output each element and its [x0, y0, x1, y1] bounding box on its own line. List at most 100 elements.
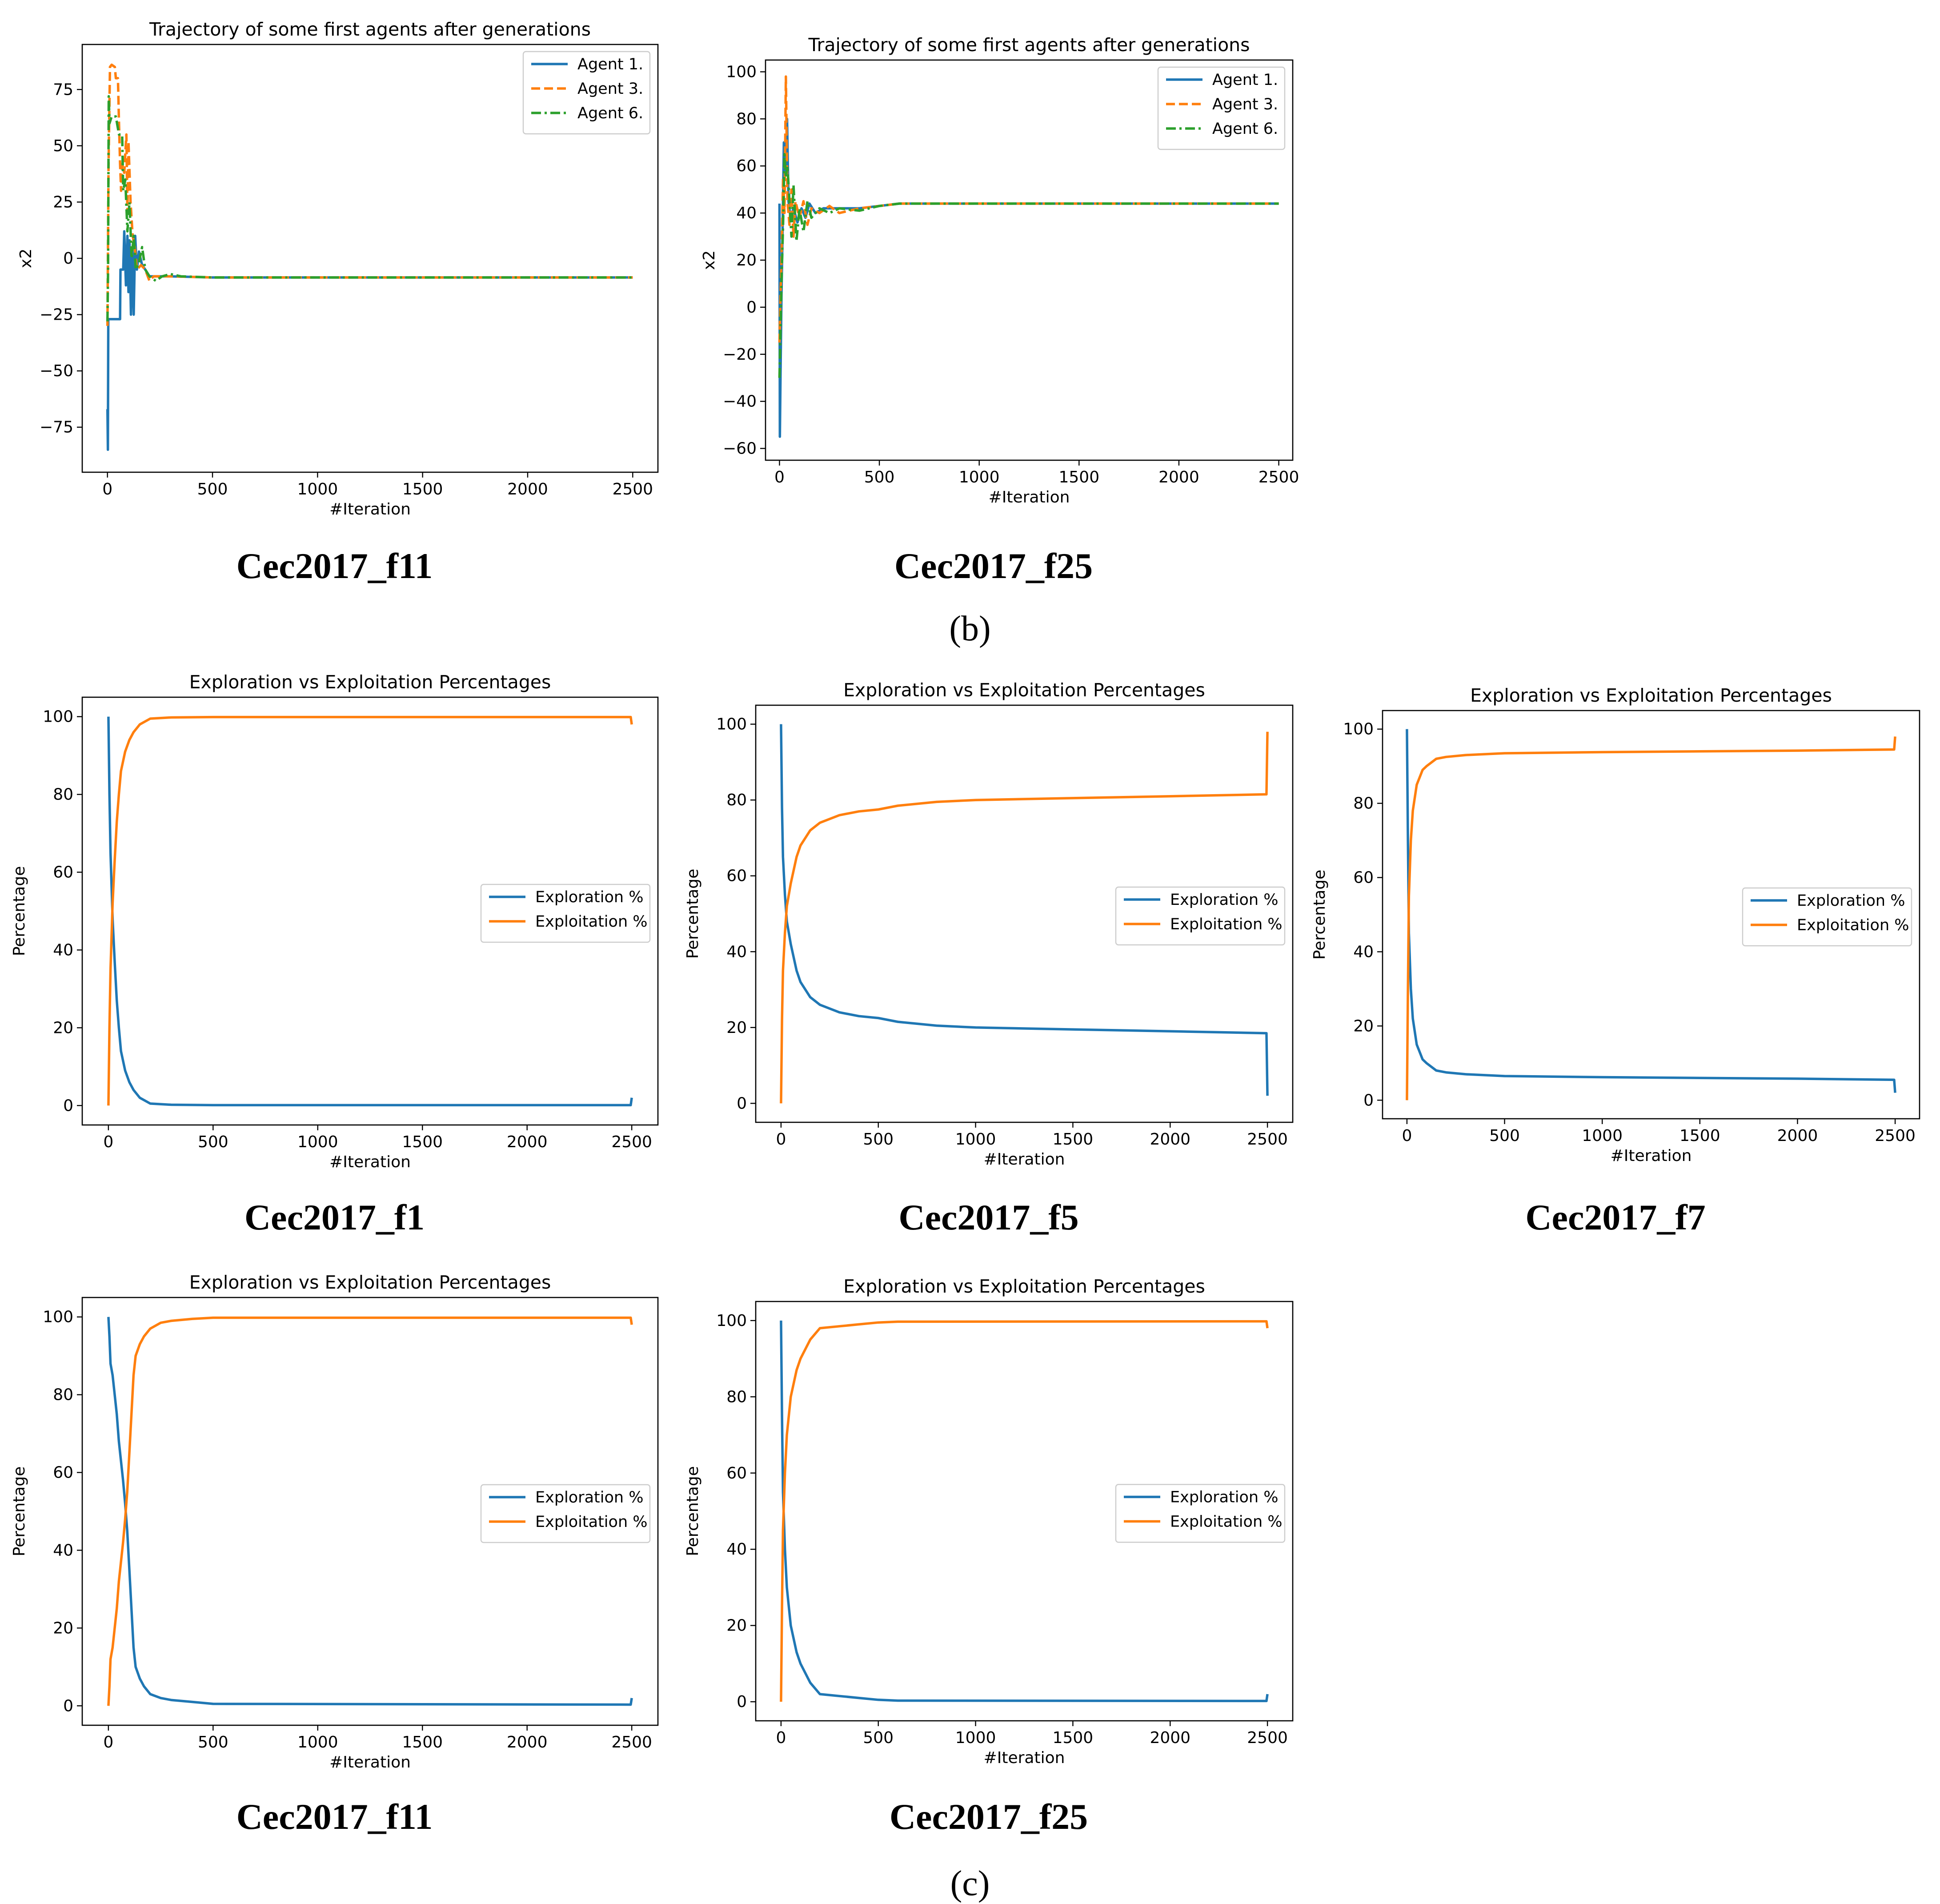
chart-caption: Cec2017_f11 — [236, 1796, 433, 1837]
y-tick-label: 20 — [1353, 1017, 1374, 1035]
x-tick-label: 2000 — [1158, 468, 1199, 486]
legend-label: Exploitation % — [1170, 1513, 1283, 1531]
y-tick-label: 0 — [63, 249, 73, 268]
x-tick-label: 2000 — [507, 1133, 548, 1151]
legend-label: Exploration % — [1797, 892, 1905, 910]
chart-c5: Exploration vs Exploitation Percentages 0… — [684, 1276, 1294, 1837]
x-tick-label: 1500 — [402, 1733, 443, 1751]
y-tick-label: 100 — [726, 63, 757, 81]
y-tick-label: 0 — [737, 1693, 747, 1711]
series-line-2 — [106, 63, 633, 326]
y-tick-label: 80 — [1353, 795, 1374, 813]
legend-label: Agent 3. — [1212, 96, 1278, 113]
y-tick-label: 20 — [53, 1019, 73, 1037]
y-tick-label: 40 — [736, 204, 757, 222]
y-tick-label: 60 — [736, 157, 757, 175]
y-tick-label: 20 — [736, 251, 757, 269]
legend: Exploration % Exploitation % — [1742, 887, 1912, 947]
x-axis-label: #Iteration — [329, 1153, 411, 1171]
y-axis-label: Percentage — [10, 866, 28, 956]
charts-layer: Trajectory of some first agents after ge… — [10, 19, 1920, 1837]
x-tick-label: 500 — [863, 1729, 894, 1747]
x-tick-label: 1500 — [1679, 1127, 1720, 1145]
x-tick-label: 2000 — [507, 480, 548, 498]
legend: Exploration % Exploitation % — [1115, 1484, 1286, 1543]
chart-c3: Exploration vs Exploitation Percentages 0… — [1311, 685, 1920, 1237]
chart-caption: Cec2017_f25 — [890, 1796, 1088, 1837]
series-line-1 — [107, 1317, 633, 1706]
x-axis-label: #Iteration — [329, 1753, 411, 1771]
y-tick-label: 100 — [43, 708, 73, 726]
x-tick-label: 500 — [863, 1130, 894, 1149]
chart-title: Exploration vs Exploitation Percentages — [189, 1272, 551, 1293]
legend-label: Exploitation % — [535, 913, 648, 931]
legend-label: Exploration % — [535, 1489, 643, 1506]
chart-c2: Exploration vs Exploitation Percentages 0… — [684, 679, 1294, 1237]
chart-caption: Cec2017_f11 — [236, 546, 433, 586]
y-tick-label: 60 — [53, 864, 73, 882]
y-tick-label: 60 — [726, 867, 747, 885]
y-tick-label: 40 — [726, 1540, 747, 1559]
y-tick-label: −20 — [723, 345, 757, 364]
y-tick-label: 40 — [1353, 943, 1374, 961]
chart-b2: Trajectory of some first agents after ge… — [700, 34, 1299, 586]
x-tick-label: 1000 — [297, 1733, 338, 1751]
legend: Exploration % Exploitation % — [1115, 886, 1286, 946]
plot-frame — [755, 1301, 1294, 1722]
legend-box — [1115, 1484, 1286, 1543]
y-tick-label: 80 — [53, 786, 73, 804]
y-tick-label: 75 — [53, 80, 73, 99]
x-tick-label: 0 — [776, 1729, 786, 1747]
x-tick-label: 500 — [198, 1133, 228, 1151]
series-line-1 — [1406, 729, 1896, 1093]
x-axis-label: #Iteration — [1611, 1147, 1692, 1165]
y-axis-label: x2 — [17, 249, 35, 268]
chart-b1: Trajectory of some first agents after ge… — [17, 19, 659, 586]
chart-caption: Cec2017_f7 — [1525, 1197, 1705, 1237]
x-tick-label: 1500 — [1058, 468, 1099, 486]
x-tick-label: 0 — [1402, 1127, 1412, 1145]
y-tick-label: −60 — [723, 440, 757, 458]
y-tick-label: 40 — [53, 1541, 73, 1559]
x-axis-label: #Iteration — [989, 488, 1070, 506]
y-tick-label: 40 — [726, 943, 747, 961]
y-tick-label: 60 — [53, 1464, 73, 1482]
x-tick-label: 0 — [774, 468, 785, 486]
x-tick-label: 500 — [198, 1733, 228, 1751]
chart-caption: Cec2017_f5 — [898, 1197, 1078, 1237]
legend-box — [480, 884, 651, 943]
y-tick-label: 0 — [1363, 1091, 1374, 1109]
y-tick-label: 50 — [53, 137, 73, 155]
y-tick-label: −75 — [40, 418, 73, 437]
y-tick-label: 80 — [726, 791, 747, 809]
y-tick-label: 100 — [716, 1312, 747, 1330]
series-line-2 — [780, 731, 1269, 1104]
legend-box — [480, 1484, 651, 1543]
x-tick-label: 0 — [102, 480, 112, 498]
y-tick-label: 25 — [53, 193, 73, 211]
x-tick-label: 2500 — [1247, 1130, 1288, 1149]
legend-label: Exploitation % — [1797, 916, 1909, 934]
y-tick-label: 0 — [63, 1697, 73, 1715]
y-tick-label: 80 — [726, 1388, 747, 1406]
legend-box — [1115, 886, 1286, 946]
legend-label: Agent 6. — [577, 104, 643, 122]
y-axis-label: Percentage — [1311, 870, 1329, 960]
legend-box — [1742, 887, 1912, 947]
legend: Exploration % Exploitation % — [480, 884, 651, 943]
legend-label: Exploitation % — [535, 1513, 648, 1531]
x-tick-label: 500 — [197, 480, 228, 498]
x-tick-label: 0 — [103, 1733, 113, 1751]
x-tick-label: 2500 — [1875, 1127, 1916, 1145]
legend-label: Exploration % — [535, 888, 643, 906]
legend-label: Agent 3. — [577, 80, 643, 98]
series-line-2 — [780, 1320, 1269, 1702]
x-tick-label: 0 — [776, 1130, 786, 1149]
y-tick-label: −40 — [723, 393, 757, 411]
x-axis-label: #Iteration — [329, 500, 411, 518]
plot-frame — [81, 696, 659, 1126]
plot-frame — [81, 1297, 659, 1726]
legend-label: Agent 1. — [577, 56, 643, 73]
x-axis-label: #Iteration — [984, 1749, 1065, 1767]
